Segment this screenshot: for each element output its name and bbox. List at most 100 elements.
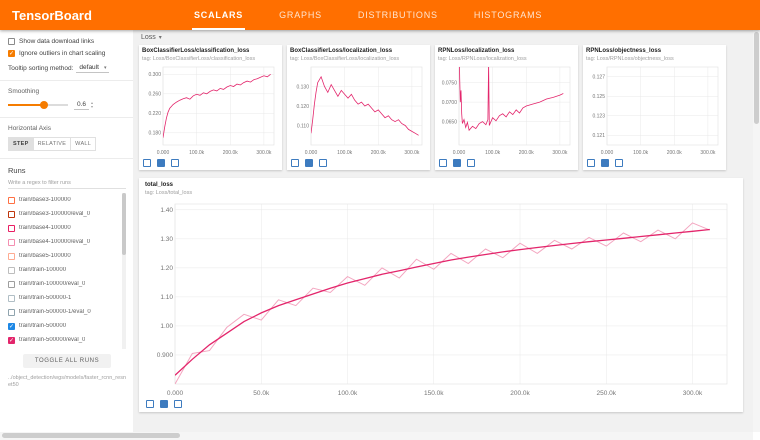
stepper-up-icon[interactable]: ▴ bbox=[91, 100, 94, 105]
scalar-chart-card: BoxClassifierLoss/localization_loss tag: … bbox=[287, 45, 430, 171]
chart-title: BoxClassifierLoss/localization_loss bbox=[290, 48, 393, 54]
tooltip-sorting-dropdown[interactable]: default ▾ bbox=[76, 63, 110, 73]
smoothing-slider[interactable] bbox=[8, 101, 68, 109]
chart-plot[interactable]: 0.121 0.123 0.125 0.127 0.000 100.0k 200.0k 300… bbox=[586, 64, 723, 156]
run-item[interactable]: train/train-100000 bbox=[8, 263, 121, 277]
runs-section-label: Runs bbox=[8, 166, 26, 175]
svg-text:0.000: 0.000 bbox=[305, 150, 318, 156]
tab-histograms[interactable]: HISTOGRAMS bbox=[473, 10, 543, 20]
svg-text:0.0750: 0.0750 bbox=[442, 81, 458, 87]
chart-tag: tag: Loss/total_loss bbox=[145, 189, 193, 196]
svg-text:50.0k: 50.0k bbox=[253, 390, 270, 397]
svg-text:300.0k: 300.0k bbox=[552, 150, 568, 156]
log-y-axis-icon[interactable] bbox=[157, 159, 165, 168]
run-item[interactable]: ✓ train/train-500000/eval_0 bbox=[8, 333, 121, 347]
axis-step-button[interactable]: STEP bbox=[8, 137, 34, 151]
vertical-scrollbar-thumb[interactable] bbox=[754, 32, 759, 124]
log-y-axis-icon[interactable] bbox=[453, 159, 461, 168]
checkbox-checked-icon[interactable]: ✓ bbox=[8, 50, 15, 57]
chart-title: RPNLoss/objectness_loss bbox=[586, 48, 662, 54]
fullscreen-icon[interactable] bbox=[291, 159, 299, 168]
run-checkbox[interactable] bbox=[8, 210, 15, 218]
horizontal-scrollbar-thumb[interactable] bbox=[2, 433, 180, 438]
run-checkbox[interactable] bbox=[8, 294, 15, 302]
log-y-axis-icon[interactable] bbox=[305, 159, 313, 168]
chart-plot[interactable]: 0.900 1.00 1.10 1.20 1.30 1.40 0.000 50.0k 100.0… bbox=[145, 199, 737, 397]
run-checkbox[interactable] bbox=[8, 196, 15, 204]
chart-toolbar bbox=[290, 156, 427, 169]
total-loss-chart-card: total_loss tag: Loss/total_loss 0.900 1.00 1… bbox=[139, 178, 743, 412]
axis-relative-button[interactable]: RELATIVE bbox=[33, 137, 72, 151]
smoothing-stepper[interactable]: ▴ ▾ bbox=[91, 101, 93, 109]
main-content: Loss ▾ BoxClassifierLoss/classification_… bbox=[133, 30, 753, 432]
run-checkbox[interactable]: ✓ bbox=[8, 336, 15, 344]
chart-plot[interactable]: 0.0650 0.0700 0.0750 0.000 100.0k 200.0k 300.0… bbox=[438, 64, 575, 156]
run-item[interactable]: train/train-100000/eval_0 bbox=[8, 277, 121, 291]
show-download-links-checkbox[interactable]: Show data download links bbox=[8, 38, 126, 45]
log-y-axis-icon[interactable] bbox=[160, 399, 168, 408]
svg-text:0.260: 0.260 bbox=[148, 92, 161, 98]
run-item[interactable]: train/base4-100000 bbox=[8, 221, 121, 235]
fullscreen-icon[interactable] bbox=[587, 159, 595, 168]
run-item[interactable]: train/train-500000-1 bbox=[8, 291, 121, 305]
run-item[interactable]: train/base4-100000/eval_0 bbox=[8, 235, 121, 249]
chart-tag: tag: Loss/BoxClassifierLoss/localization… bbox=[290, 55, 400, 62]
run-item[interactable]: train/base5-100000 bbox=[8, 249, 121, 263]
run-item[interactable]: ✓ train/train-500000 bbox=[8, 319, 121, 333]
tab-distributions[interactable]: DISTRIBUTIONS bbox=[357, 10, 438, 20]
svg-text:0.127: 0.127 bbox=[592, 75, 605, 81]
tab-graphs[interactable]: GRAPHS bbox=[279, 10, 322, 20]
svg-text:0.000: 0.000 bbox=[157, 150, 170, 156]
app-title: TensorBoard bbox=[12, 7, 92, 23]
checkbox-label: Show data download links bbox=[19, 38, 95, 45]
run-item[interactable]: train/base3-100000/eval_0 bbox=[8, 207, 121, 221]
chart-plot[interactable]: 0.110 0.120 0.130 0.000 100.0k 200.0k 300.0k bbox=[290, 64, 427, 156]
svg-text:0.000: 0.000 bbox=[453, 150, 466, 156]
run-checkbox[interactable] bbox=[8, 224, 15, 232]
chart-plot[interactable]: 0.180 0.220 0.260 0.300 0.000 100.0k 200.0k 300… bbox=[142, 64, 279, 156]
fullscreen-icon[interactable] bbox=[146, 399, 154, 408]
run-item[interactable]: train/base3-100000 bbox=[8, 193, 121, 207]
run-checkbox[interactable] bbox=[8, 252, 15, 260]
ignore-outliers-checkbox[interactable]: ✓ Ignore outliers in chart scaling bbox=[8, 50, 126, 57]
runs-scrollbar[interactable] bbox=[122, 193, 126, 349]
run-checkbox[interactable] bbox=[8, 280, 15, 288]
slider-thumb[interactable] bbox=[40, 101, 48, 109]
run-checkbox[interactable] bbox=[8, 308, 15, 316]
run-checkbox[interactable] bbox=[8, 266, 15, 274]
log-y-axis-icon[interactable] bbox=[601, 159, 609, 168]
svg-text:100.0k: 100.0k bbox=[337, 150, 353, 156]
fullscreen-icon[interactable] bbox=[439, 159, 447, 168]
run-checkbox[interactable]: ✓ bbox=[8, 322, 15, 330]
svg-text:1.00: 1.00 bbox=[160, 323, 173, 330]
group-collapse-icon: ▾ bbox=[158, 35, 162, 41]
runs-scrollbar-thumb[interactable] bbox=[122, 193, 126, 255]
svg-text:0.180: 0.180 bbox=[148, 131, 161, 137]
axis-wall-button[interactable]: WALL bbox=[71, 137, 97, 151]
svg-text:100.0k: 100.0k bbox=[633, 150, 649, 156]
chart-toolbar bbox=[438, 156, 575, 169]
fullscreen-icon[interactable] bbox=[143, 159, 151, 168]
divider bbox=[0, 117, 133, 118]
checkbox-icon[interactable] bbox=[8, 38, 15, 45]
pin-icon[interactable] bbox=[171, 159, 179, 168]
pin-icon[interactable] bbox=[174, 399, 182, 408]
svg-text:100.0k: 100.0k bbox=[485, 150, 501, 156]
runs-filter-input[interactable] bbox=[8, 178, 126, 189]
run-label: train/base4-100000/eval_0 bbox=[19, 239, 91, 245]
stepper-down-icon[interactable]: ▾ bbox=[91, 104, 94, 109]
pin-icon[interactable] bbox=[615, 159, 623, 168]
run-item[interactable]: train/train-500000-1/eval_0 bbox=[8, 305, 121, 319]
horizontal-scrollbar[interactable] bbox=[0, 432, 753, 440]
vertical-scrollbar[interactable] bbox=[753, 30, 760, 432]
toggle-all-runs-button[interactable]: TOGGLE ALL RUNS bbox=[22, 354, 112, 368]
tab-scalars[interactable]: SCALARS bbox=[192, 0, 246, 30]
svg-text:0.130: 0.130 bbox=[296, 85, 309, 91]
run-checkbox[interactable] bbox=[8, 238, 15, 246]
smoothing-value-input[interactable]: 0.6 bbox=[74, 100, 89, 110]
pin-icon[interactable] bbox=[319, 159, 327, 168]
loss-group-header[interactable]: Loss ▾ bbox=[139, 33, 747, 45]
svg-text:1.40: 1.40 bbox=[160, 207, 173, 214]
pin-icon[interactable] bbox=[467, 159, 475, 168]
